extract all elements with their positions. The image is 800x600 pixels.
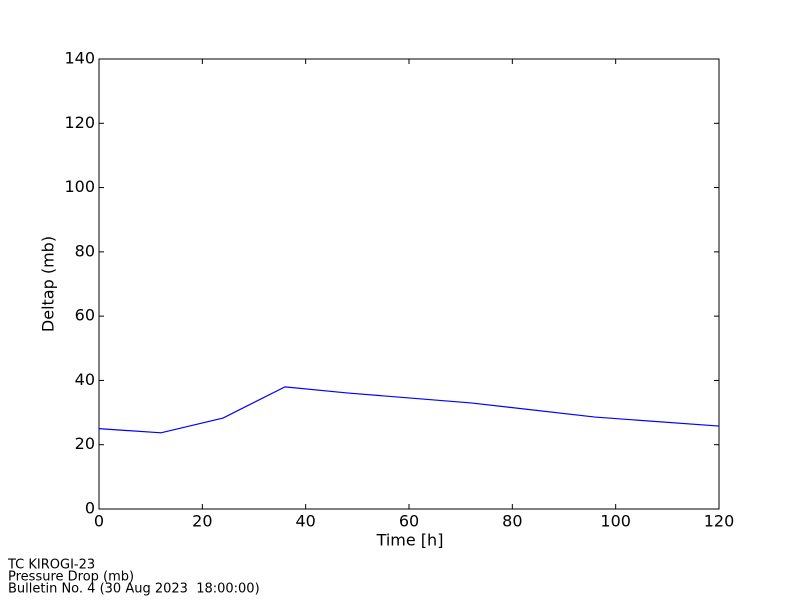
x-tick-label: 120 [704, 512, 735, 531]
x-tick-label: 40 [295, 512, 315, 531]
y-tick-label: 40 [75, 370, 95, 389]
y-tick-label: 60 [75, 306, 95, 325]
x-tick-label: 100 [600, 512, 631, 531]
footer-line: Pressure Drop (mb) [8, 570, 134, 585]
y-tick-label: 80 [75, 241, 95, 260]
x-tick-label: 20 [192, 512, 212, 531]
x-axis-label: Time [h] [376, 531, 444, 550]
y-tick-label: 0 [85, 499, 95, 518]
footer-line: Bulletin No. 4 (30 Aug 2023 18:00:00) [8, 582, 260, 597]
y-tick-label: 20 [75, 434, 95, 453]
y-tick-label: 120 [64, 113, 95, 132]
y-tick-label: 140 [64, 49, 95, 68]
x-tick-label: 80 [502, 512, 522, 531]
x-tick-label: 60 [399, 512, 419, 531]
x-tick-label: 0 [94, 512, 104, 531]
y-axis-label: Deltap (mb) [39, 236, 58, 332]
footer-line: TC KIROGI-23 [7, 558, 95, 573]
data-line [98, 386, 720, 434]
plot-frame [98, 58, 720, 510]
y-tick-label: 100 [64, 177, 95, 196]
